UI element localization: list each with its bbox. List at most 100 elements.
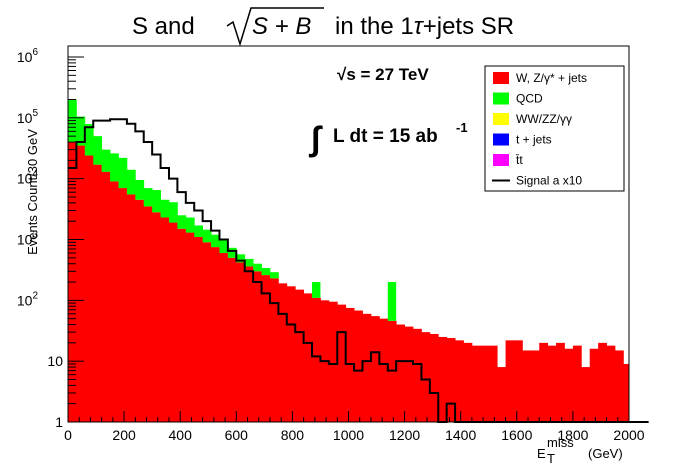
legend: W, Z/γ* + jets QCD WW/ZZ/γγ t + jets t̄t Sign… <box>484 65 625 192</box>
bar-1-33 <box>345 307 355 422</box>
luminosity-annotation: ∫ L dt = 15 ab -1 <box>308 120 468 158</box>
bar-1-40 <box>404 326 414 422</box>
y-tick-label-6: 106 <box>17 47 39 65</box>
bar-1-63 <box>598 342 607 422</box>
bar-1-54 <box>522 350 532 422</box>
x-axis: 0 200 400 600 800 1000 1200 1400 1600 1800 2000 <box>64 411 645 443</box>
bar-1-36 <box>370 316 380 422</box>
bar-2-22 <box>253 263 262 272</box>
legend-swatch-1 <box>493 92 509 105</box>
bar-1-10 <box>152 212 161 422</box>
bar-2-15 <box>194 225 204 237</box>
bar-1-61 <box>581 367 591 422</box>
bar-1-25 <box>278 283 288 422</box>
y-axis-label: Events Count/30 GeV <box>25 129 40 255</box>
bar-1-1 <box>76 145 86 422</box>
x-tick-label-2: 400 <box>169 427 193 443</box>
x-tick-label-5: 1000 <box>333 427 364 443</box>
bar-2-14 <box>185 217 195 233</box>
legend-label-0: W, Z/γ* + jets <box>516 71 587 85</box>
bar-1-15 <box>194 236 204 422</box>
bar-1-51 <box>497 367 506 422</box>
bar-2-23 <box>261 268 271 276</box>
bar-2-4 <box>101 149 111 172</box>
x-label-sub: T <box>547 451 555 466</box>
bar-series-group <box>68 99 630 422</box>
bar-1-2 <box>84 155 94 422</box>
isolated-fill-3 <box>387 282 397 321</box>
bar-1-14 <box>185 232 195 422</box>
bar-1-57 <box>547 345 557 422</box>
bar-1-53 <box>513 340 523 422</box>
bar-1-17 <box>211 247 220 422</box>
bar-2-11 <box>160 199 170 218</box>
bar-1-59 <box>564 348 574 422</box>
bar-1-56 <box>539 342 549 422</box>
bar-1-47 <box>463 342 473 422</box>
chart-title: S and S + B in the 1τ+jets SR <box>132 7 514 47</box>
bar-1-35 <box>362 313 372 422</box>
bar-2-2 <box>84 124 94 156</box>
x-tick-label-3: 600 <box>225 427 249 443</box>
bar-1-22 <box>253 271 262 422</box>
bar-1-46 <box>455 340 464 422</box>
bar-1-18 <box>219 252 229 422</box>
bar-1-16 <box>202 242 212 422</box>
bar-1-62 <box>589 348 599 422</box>
x-label-sup: miss <box>547 435 574 450</box>
x-tick-label-1: 200 <box>112 427 136 443</box>
bar-1-52 <box>505 340 515 422</box>
bar-1-6 <box>118 188 128 422</box>
y-axis: 1 10 102 103 104 105 106 <box>17 47 84 430</box>
bar-1-42 <box>421 332 431 422</box>
bar-1-41 <box>413 328 422 422</box>
bar-1-24 <box>269 278 279 422</box>
bar-2-7 <box>126 169 136 195</box>
lumi-superscript: -1 <box>456 120 468 135</box>
x-tick-label-8: 1600 <box>501 427 532 443</box>
bar-1-39 <box>396 324 405 422</box>
bar-1-64 <box>606 345 616 422</box>
title-radicand: S + B <box>252 13 311 40</box>
bar-1-4 <box>101 171 111 422</box>
legend-label-4: t̄t <box>516 153 524 167</box>
bar-2-9 <box>143 188 153 207</box>
bar-2-3 <box>93 136 103 165</box>
bar-1-50 <box>488 345 498 422</box>
bar-2-10 <box>152 190 161 213</box>
legend-label-2: WW/ZZ/γγ <box>516 112 572 126</box>
lumi-text: L dt = 15 ab <box>333 126 438 147</box>
x-tick-label-0: 0 <box>64 427 72 443</box>
bar-1-8 <box>135 199 145 422</box>
bar-2-16 <box>202 229 212 243</box>
energy-annotation: √s = 27 TeV <box>337 65 429 84</box>
bar-1-37 <box>379 318 389 422</box>
legend-swatch-2 <box>493 113 509 125</box>
bar-2-13 <box>177 215 187 229</box>
bar-1-21 <box>244 266 254 422</box>
title-tau: τ <box>414 13 425 40</box>
bar-1-9 <box>143 206 153 422</box>
x-tick-label-10: 2000 <box>613 427 644 443</box>
bar-2-18 <box>219 238 229 253</box>
y-tick-label-2: 102 <box>17 290 39 308</box>
bar-2-6 <box>118 157 128 189</box>
bar-1-55 <box>530 350 540 422</box>
bar-1-66 <box>623 363 630 422</box>
legend-swatch-0 <box>493 72 509 84</box>
x-label-unit: (GeV) <box>588 446 623 461</box>
bar-1-7 <box>126 194 136 422</box>
bar-2-8 <box>135 180 145 200</box>
bar-1-65 <box>614 350 624 422</box>
legend-swatch-4 <box>493 154 509 166</box>
x-tick-label-4: 800 <box>281 427 305 443</box>
bar-2-24 <box>269 272 279 279</box>
bar-1-44 <box>438 336 448 422</box>
title-prefix: S and <box>132 13 195 40</box>
bar-1-26 <box>286 286 296 422</box>
bar-1-23 <box>261 275 271 422</box>
title-suffix: in the 1τ+jets SR <box>335 13 514 40</box>
title-suffix-a: in the 1 <box>335 13 414 40</box>
bar-1-34 <box>354 310 363 422</box>
energy-text: √s = 27 TeV <box>337 65 429 84</box>
